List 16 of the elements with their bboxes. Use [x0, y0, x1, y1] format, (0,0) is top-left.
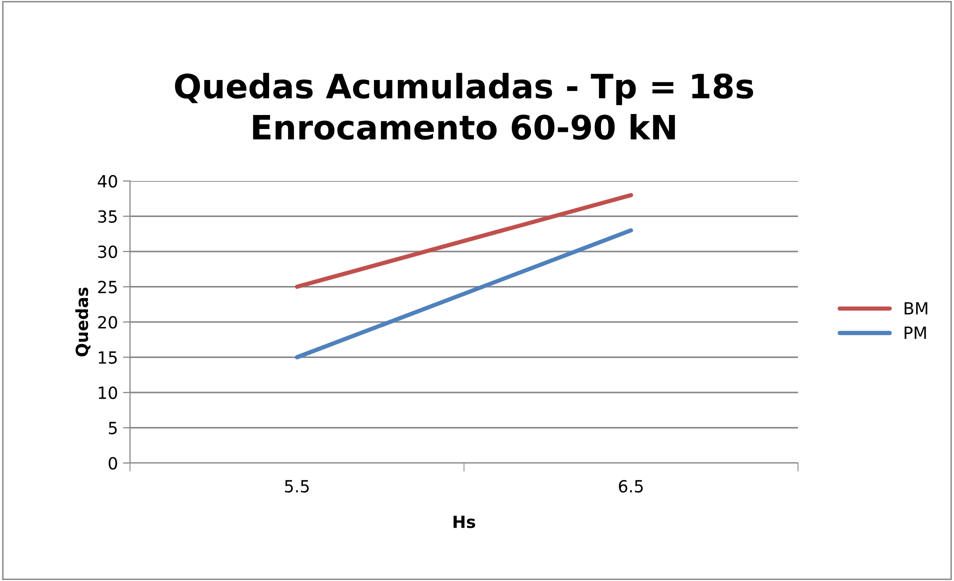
y-tick-label: 30	[98, 245, 118, 258]
y-tick-label: 35	[98, 210, 117, 223]
legend-label: PM	[904, 326, 926, 339]
y-tick-label: 15	[98, 351, 117, 364]
y-tick-label: 5	[108, 422, 117, 434]
legend-label: BM	[904, 302, 928, 314]
y-tick-label: 25	[98, 280, 117, 294]
x-axis-title: Hs	[454, 516, 476, 528]
y-tick-label: 40	[98, 174, 118, 188]
y-tick-label: 10	[98, 386, 118, 400]
x-tick-label: 6.5	[618, 480, 643, 493]
chart-title: Quedas Acumuladas - Tp = 18s Enrocamento 60-90 kN	[174, 72, 754, 140]
y-tick-label: 20	[98, 316, 118, 329]
y-axis-title: Quedas	[75, 288, 90, 356]
y-tick-label: 0	[108, 456, 118, 470]
x-tick-label: 5.5	[285, 480, 309, 493]
